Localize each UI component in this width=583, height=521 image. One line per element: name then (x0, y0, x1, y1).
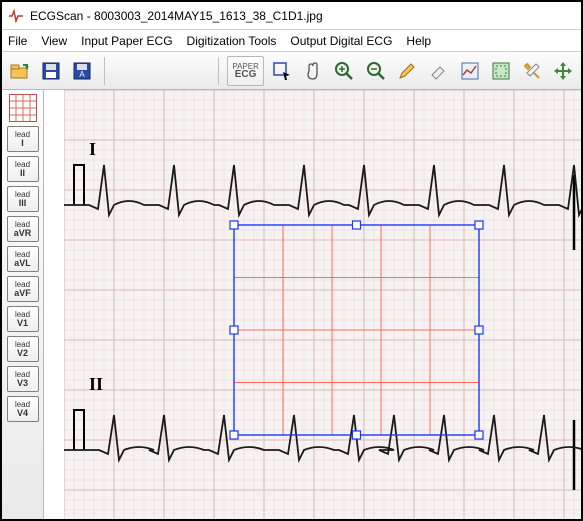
pencil-button[interactable] (393, 57, 420, 85)
move-arrows-button[interactable] (550, 57, 577, 85)
menu-view[interactable]: View (41, 34, 67, 48)
app-icon (8, 8, 24, 24)
selection-handle[interactable] (230, 221, 238, 229)
lead-sidebar: leadI leadII leadIII leadaVR leadaVL leadaVF l… (2, 90, 44, 519)
selection-handle[interactable] (475, 326, 483, 334)
lead-button-avf[interactable]: leadaVF (7, 276, 39, 302)
paper-ecg-label-bottom: ECG (235, 71, 257, 79)
paper-ecg-button[interactable]: PAPER ECG (227, 56, 264, 86)
menu-help[interactable]: Help (406, 34, 431, 48)
save-button-1[interactable] (37, 57, 64, 85)
selection-handle[interactable] (475, 221, 483, 229)
eraser-button[interactable] (425, 57, 452, 85)
lead-button-iii[interactable]: leadIII (7, 186, 39, 212)
zoom-in-button[interactable] (331, 57, 358, 85)
menu-digitization-tools[interactable]: Digitization Tools (187, 34, 277, 48)
selection-handle[interactable] (230, 326, 238, 334)
titlebar: ECGScan - 8003003_2014MAY15_1613_38_C1D1… (2, 2, 581, 30)
lead-button-v2[interactable]: leadV2 (7, 336, 39, 362)
toolbar: A PAPER ECG (2, 52, 581, 90)
menubar: File View Input Paper ECG Digitization T… (2, 30, 581, 52)
selection-handle[interactable] (353, 221, 361, 229)
lead-button-ii[interactable]: leadII (7, 156, 39, 182)
open-button[interactable] (6, 57, 33, 85)
selection-handle[interactable] (475, 431, 483, 439)
save-button-2[interactable]: A (69, 57, 96, 85)
pan-hand-button[interactable] (299, 57, 326, 85)
lead-button-avr[interactable]: leadaVR (7, 216, 39, 242)
ecg-canvas-area[interactable]: III (44, 90, 581, 519)
tools-button[interactable] (518, 57, 545, 85)
lead-button-v3[interactable]: leadV3 (7, 366, 39, 392)
menu-output-digital-ecg[interactable]: Output Digital ECG (290, 34, 392, 48)
window-title: ECGScan - 8003003_2014MAY15_1613_38_C1D1… (30, 9, 323, 23)
lead-button-avl[interactable]: leadaVL (7, 246, 39, 272)
menu-file[interactable]: File (8, 34, 27, 48)
grid-toggle-button[interactable] (9, 94, 37, 122)
zoom-out-button[interactable] (362, 57, 389, 85)
menu-input-paper-ecg[interactable]: Input Paper ECG (81, 34, 172, 48)
selection-handle[interactable] (353, 431, 361, 439)
svg-text:A: A (80, 70, 86, 79)
region-button[interactable] (487, 57, 514, 85)
lead-button-i[interactable]: leadI (7, 126, 39, 152)
lead-button-v1[interactable]: leadV1 (7, 306, 39, 332)
svg-text:I: I (89, 139, 96, 159)
chart-button[interactable] (456, 57, 483, 85)
select-rect-button[interactable] (268, 57, 295, 85)
selection-handle[interactable] (230, 431, 238, 439)
svg-text:II: II (89, 374, 103, 394)
lead-button-v4[interactable]: leadV4 (7, 396, 39, 422)
grid-red-icon (10, 95, 36, 121)
